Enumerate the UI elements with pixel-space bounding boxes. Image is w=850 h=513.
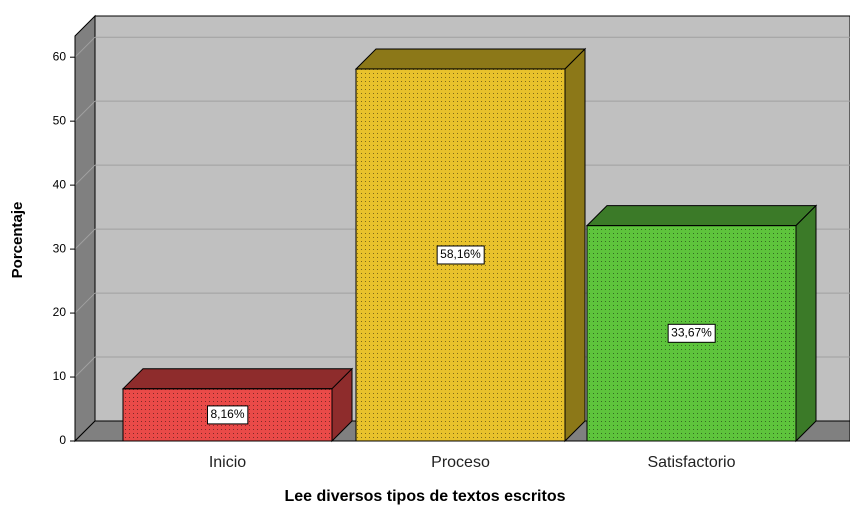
left-wall [74, 14, 96, 443]
x-tick-label: Satisfactorio [647, 454, 735, 471]
grid-line [74, 164, 96, 186]
y-tick-label: 10 [53, 369, 67, 383]
value-label: 58,16% [440, 247, 481, 261]
y-tick-label: 40 [53, 177, 67, 191]
bar-top [354, 48, 587, 70]
value-label-box [206, 405, 249, 425]
grid-line [74, 228, 96, 250]
grid-line [74, 356, 96, 378]
bar-side [564, 47, 586, 443]
grid-line [74, 36, 96, 58]
value-label: 8,16% [210, 407, 244, 421]
bar-top [121, 368, 354, 390]
grid-line [74, 100, 96, 122]
y-axis-label: Porcentaje [9, 202, 26, 279]
y-tick-label: 0 [59, 433, 66, 447]
bar-top [585, 205, 818, 227]
y-tick-label: 50 [53, 113, 67, 127]
grid-line [74, 292, 96, 314]
value-label-box [436, 245, 485, 265]
x-tick-label: Proceso [431, 454, 490, 471]
value-label: 33,67% [671, 325, 712, 339]
y-tick-label: 60 [53, 49, 67, 63]
bar-side [795, 204, 817, 443]
x-tick-label: Inicio [209, 454, 246, 471]
y-tick-label: 20 [53, 305, 67, 319]
x-axis-label: Lee diversos tipos de textos escritos [285, 488, 566, 505]
value-label-box [667, 323, 716, 343]
y-tick-label: 30 [53, 241, 67, 255]
